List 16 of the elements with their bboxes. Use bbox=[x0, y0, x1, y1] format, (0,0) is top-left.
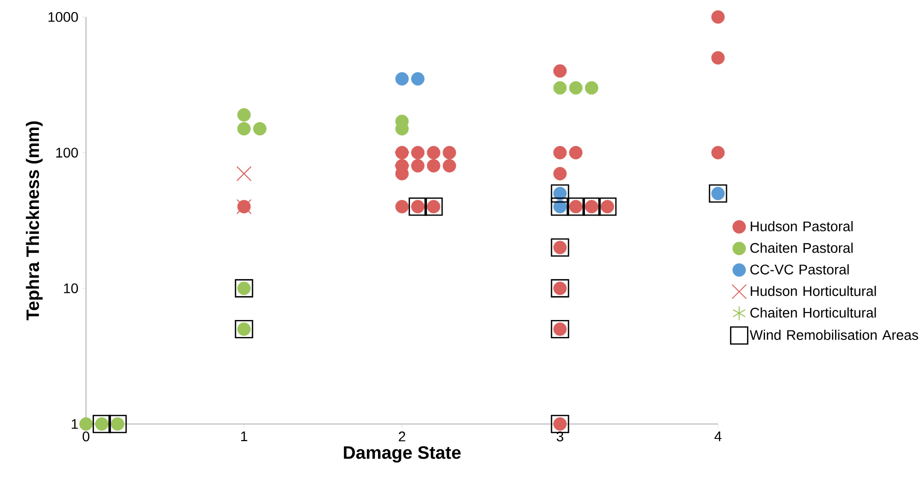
y-axis-title: Tephra Thickness (mm) bbox=[26, 121, 43, 320]
x-axis-title: Damage State bbox=[344, 446, 461, 463]
y-tick-label: 1000 bbox=[48, 12, 78, 22]
legend-label: Wind Remobilisation Areas bbox=[750, 330, 918, 340]
legend-label: Chaiten Horticultural bbox=[750, 307, 876, 318]
x-tick-label: 1 bbox=[241, 432, 248, 442]
x-tick-label: 2 bbox=[398, 431, 406, 442]
legend-label: CC-VC Pastoral bbox=[750, 264, 849, 274]
x-tick-label: 4 bbox=[714, 432, 722, 442]
y-tick-label: 10 bbox=[64, 283, 78, 294]
x-tick-label: 0 bbox=[82, 431, 90, 442]
legend-label: Hudson Horticultural bbox=[750, 286, 876, 296]
y-tick-label: 100 bbox=[56, 148, 78, 158]
legend-label: Hudson Pastoral bbox=[750, 221, 853, 232]
legend-label: Chaiten Pastoral bbox=[750, 242, 853, 253]
y-tick-label: 1 bbox=[72, 419, 78, 429]
